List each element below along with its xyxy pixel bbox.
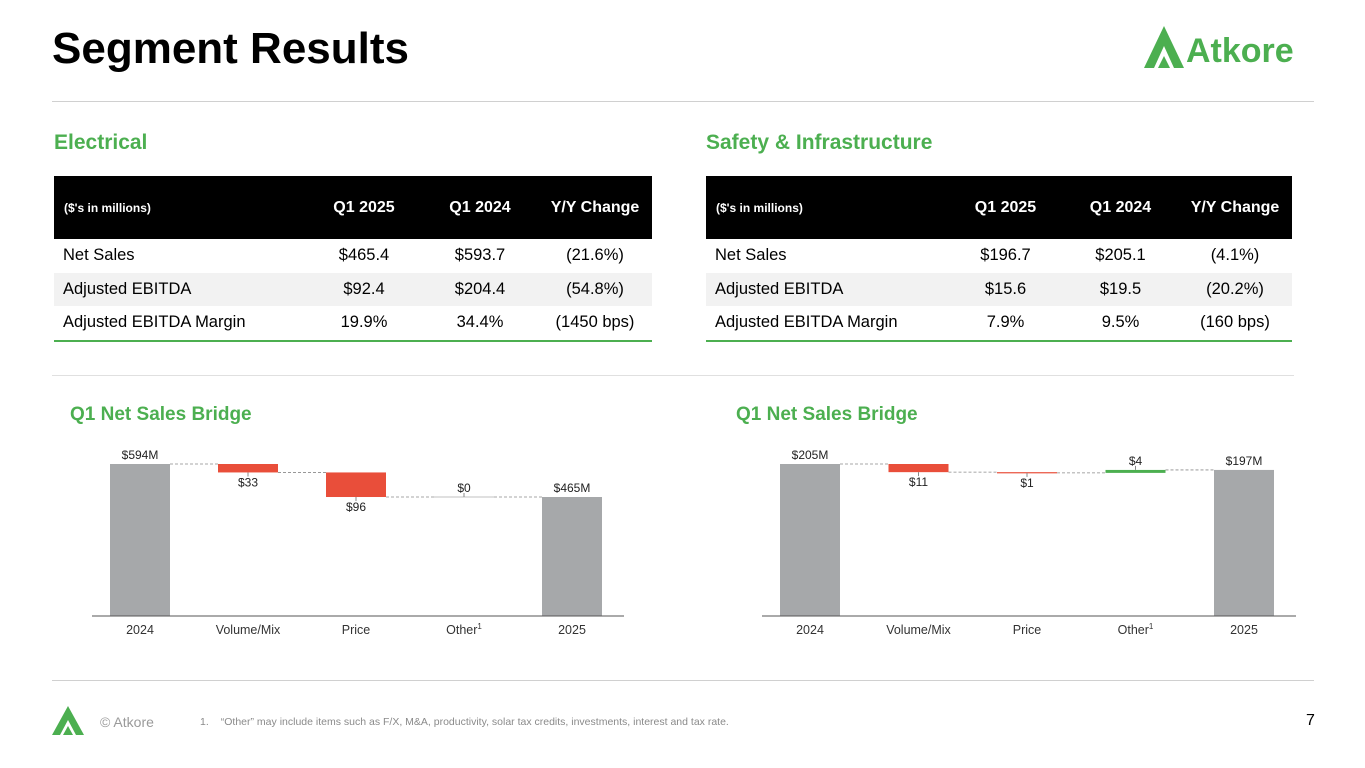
bar-2024: [780, 464, 840, 616]
category-label: 2024: [796, 623, 824, 637]
col-header-q1-2025: Q1 2025: [974, 198, 1037, 216]
safety-section-title: Safety & Infrastructure: [706, 131, 933, 154]
table-row: Adjusted EBITDA $92.4 $204.4 (54.8%): [54, 272, 652, 306]
cell-value: 19.9%: [306, 306, 422, 342]
row-label: Adjusted EBITDA Margin: [54, 306, 306, 342]
data-label: $96: [346, 500, 366, 514]
cell-value: (54.8%): [566, 279, 624, 298]
category-label: Price: [342, 623, 371, 637]
col-header-q1-2025: Q1 2025: [333, 198, 395, 216]
data-label: $4: [1129, 454, 1143, 468]
col-header-yy-change: Y/Y Change: [1190, 198, 1280, 216]
bar-volume-mix: [888, 464, 949, 473]
cell-value: $593.7: [454, 246, 506, 265]
copyright: © Atkore: [100, 714, 154, 730]
electrical-bridge-chart: $594M 2024 $33 Volume/Mix $96 Price $0 Other1 $4…: [92, 448, 624, 637]
table-row: Net Sales $465.4 $593.7 (21.6%): [54, 239, 652, 273]
footer-divider: [52, 680, 1314, 681]
electrical-bridge-title: Q1 Net Sales Bridge: [70, 404, 252, 425]
bar-2025: [542, 497, 602, 616]
row-label: Net Sales: [63, 246, 135, 265]
cell-value: 34.4%: [422, 306, 538, 342]
table-row: Adjusted EBITDA $15.6 $19.5 (20.2%): [706, 272, 1292, 306]
row-label: Adjusted EBITDA: [715, 279, 844, 298]
cell-value: (4.1%): [1210, 246, 1260, 265]
cell-value: $196.7: [980, 246, 1031, 265]
safety-bridge-title: Q1 Net Sales Bridge: [736, 404, 918, 425]
table-header-row: ($'s in millions) Q1 2025 Q1 2024 Y/Y Ch…: [54, 176, 652, 239]
col-header-q1-2024: Q1 2024: [1089, 198, 1152, 216]
bar-2024: [110, 464, 170, 616]
mid-divider: [52, 375, 1294, 376]
category-label: Other1: [446, 622, 482, 637]
footnote-number: 1.: [200, 716, 209, 728]
bar-volume-mix: [218, 464, 278, 473]
safety-bridge-chart: $205M 2024 $11 Volume/Mix $1 Price $4 Other1 $19…: [762, 448, 1296, 637]
col-header-units: ($'s in millions): [64, 200, 151, 215]
category-label: Other1: [1118, 622, 1154, 637]
data-label: $1: [1020, 476, 1034, 490]
category-label: 2025: [558, 623, 586, 637]
page-number: 7: [1306, 712, 1315, 729]
page-title: Segment Results: [52, 24, 409, 73]
row-label: Adjusted EBITDA Margin: [706, 306, 948, 342]
safety-table: ($'s in millions) Q1 2025 Q1 2024 Y/Y Ch…: [706, 176, 1292, 342]
data-label: $594M: [122, 448, 159, 462]
cell-value: (21.6%): [566, 246, 624, 265]
category-label: Price: [1013, 623, 1042, 637]
bar-2025: [1214, 469, 1274, 616]
category-label: Volume/Mix: [886, 623, 951, 637]
row-label: Net Sales: [715, 246, 787, 265]
atkore-logo: Atkore: [1144, 26, 1294, 70]
footnote: 1. “Other” may include items such as F/X,…: [200, 716, 729, 728]
cell-value: $205.1: [1095, 246, 1146, 265]
data-label: $33: [238, 475, 258, 489]
electrical-section-title: Electrical: [54, 131, 148, 154]
bar-price: [997, 472, 1057, 474]
cell-value: 9.5%: [1063, 306, 1178, 342]
logo-mark-icon: [1144, 26, 1184, 68]
title-divider: [52, 101, 1314, 102]
cell-value: (20.2%): [1206, 279, 1264, 298]
cell-value: $19.5: [1099, 279, 1142, 298]
cell-value: 7.9%: [948, 306, 1063, 342]
cell-value: (160 bps): [1178, 306, 1292, 342]
category-label: Volume/Mix: [216, 623, 281, 637]
col-header-units: ($'s in millions): [716, 200, 803, 215]
data-label: $11: [909, 475, 928, 489]
row-label: Adjusted EBITDA: [63, 279, 192, 298]
cell-value: $15.6: [984, 279, 1027, 298]
category-label: 2025: [1230, 623, 1258, 637]
logo-wordmark: Atkore: [1186, 32, 1294, 70]
cell-value: $92.4: [343, 279, 385, 298]
data-label: $465M: [554, 481, 591, 495]
table-row: Adjusted EBITDA Margin 7.9% 9.5% (160 bp…: [706, 306, 1292, 342]
table-row: Net Sales $196.7 $205.1 (4.1%): [706, 239, 1292, 273]
col-header-yy-change: Y/Y Change: [550, 198, 640, 216]
footnote-text: “Other” may include items such as F/X, M…: [220, 716, 729, 728]
data-label: $0: [457, 481, 471, 495]
table-header-row: ($'s in millions) Q1 2025 Q1 2024 Y/Y Ch…: [706, 176, 1292, 239]
col-header-q1-2024: Q1 2024: [449, 198, 511, 216]
data-label: $205M: [792, 448, 829, 462]
cell-value: $204.4: [454, 279, 506, 298]
atkore-mark-icon: [52, 706, 84, 735]
bar-price: [326, 472, 386, 498]
cell-value: $465.4: [338, 246, 390, 265]
cell-value: (1450 bps): [538, 306, 652, 342]
electrical-table: ($'s in millions) Q1 2025 Q1 2024 Y/Y Ch…: [54, 176, 652, 342]
bar-other: [1105, 469, 1166, 473]
table-row: Adjusted EBITDA Margin 19.9% 34.4% (1450…: [54, 306, 652, 342]
data-label: $197M: [1226, 454, 1263, 468]
category-label: 2024: [126, 623, 154, 637]
